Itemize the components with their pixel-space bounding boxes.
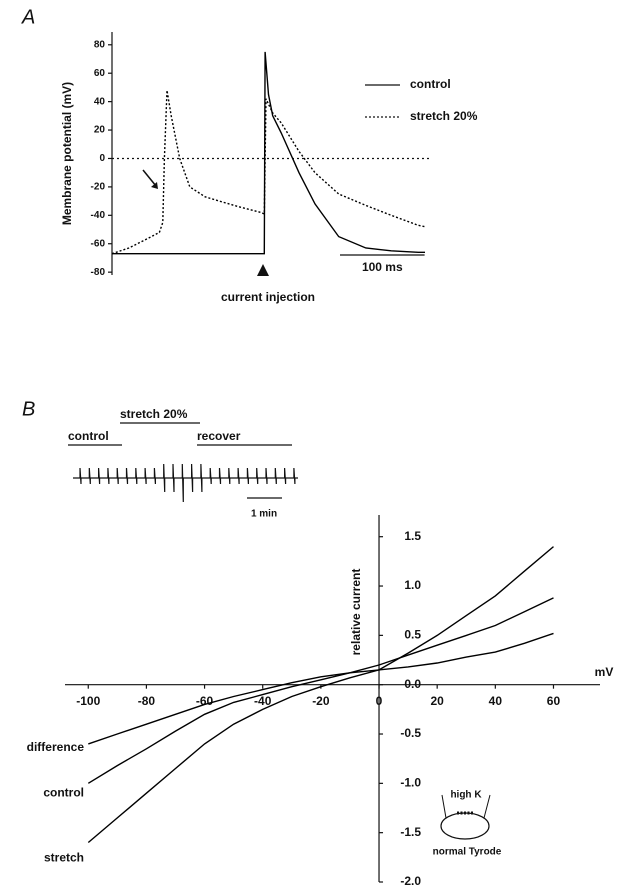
x-tick-label: -60 (196, 694, 214, 708)
annotation: current injection (221, 290, 315, 304)
diagram-label: high K (450, 790, 482, 801)
cell-diagram (440, 812, 490, 840)
y-tick-label: -1.0 (400, 776, 421, 790)
y-tick-label: 1.0 (404, 578, 421, 592)
y-tick-label: 0 (99, 153, 105, 164)
y-axis-label: relative current (349, 569, 363, 656)
y-tick-label: 80 (94, 39, 106, 50)
series-line (112, 51, 425, 255)
diagram-label: normal Tyrode (433, 847, 502, 858)
panel-label: A (21, 6, 35, 28)
series-line (87, 546, 554, 844)
y-axis-label: Membrane potential (mV) (60, 82, 74, 225)
y-tick-label: -80 (91, 267, 106, 278)
injection-marker (257, 264, 269, 276)
arrow (142, 169, 157, 187)
x-tick-label: -80 (138, 694, 156, 708)
y-tick-label: -2.0 (400, 874, 421, 888)
series-label: difference (27, 740, 85, 754)
y-tick-label: 1.5 (404, 529, 421, 543)
legend-label: control (410, 77, 451, 91)
x-tick-label: -100 (76, 694, 100, 708)
trace-label: recover (197, 429, 241, 443)
legend-label: stretch 20% (410, 109, 478, 123)
y-tick-label: 0.5 (404, 628, 421, 642)
y-tick-label: -0.5 (400, 726, 421, 740)
panel-label: B (22, 398, 35, 420)
pipette (441, 794, 491, 819)
y-tick-label: 40 (94, 96, 106, 107)
x-axis-label: mV (595, 665, 614, 679)
y-tick-label: -20 (91, 182, 106, 193)
x-tick-label: 60 (547, 694, 561, 708)
time-bar-label: 1 min (251, 509, 277, 520)
y-tick-label: 0.0 (404, 677, 421, 691)
series-line (88, 632, 554, 745)
series-label: control (43, 786, 84, 800)
y-tick-label: -60 (91, 238, 106, 249)
x-tick-label: 0 (376, 694, 383, 708)
inset-trace (73, 463, 298, 503)
x-tick-label: -20 (312, 694, 330, 708)
series-line (111, 90, 426, 255)
trace-label: stretch 20% (120, 407, 188, 421)
x-tick-label: 40 (489, 694, 503, 708)
y-tick-label: -1.5 (400, 825, 421, 839)
trace-label: control (68, 429, 109, 443)
y-tick-label: 20 (94, 125, 106, 136)
x-tick-label: 20 (430, 694, 444, 708)
series-line (87, 597, 554, 784)
scale-bar-label: 100 ms (362, 260, 403, 274)
series-label: stretch (44, 851, 84, 865)
x-tick-label: -40 (254, 694, 272, 708)
y-tick-label: 60 (94, 68, 106, 79)
arrow-head (151, 182, 158, 189)
y-tick-label: -40 (91, 210, 106, 221)
